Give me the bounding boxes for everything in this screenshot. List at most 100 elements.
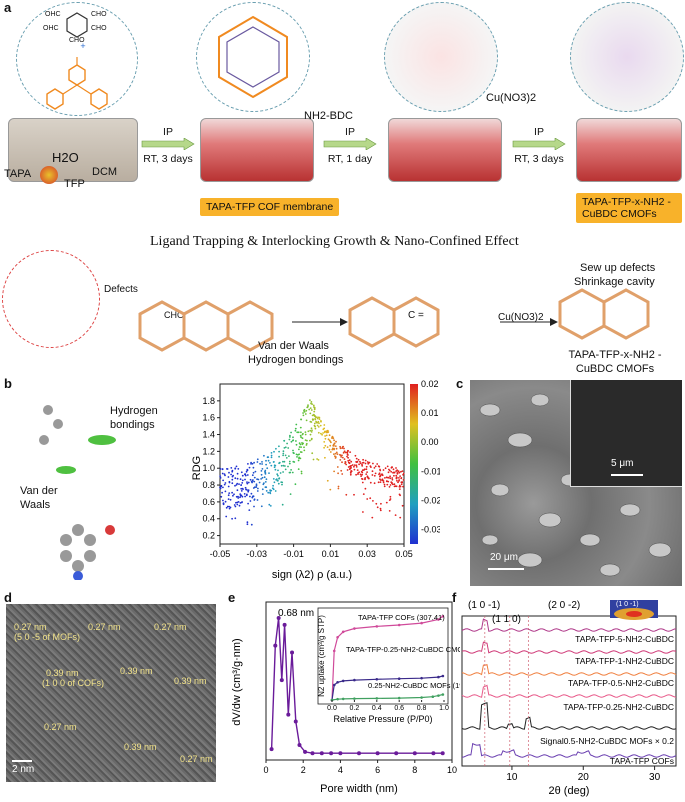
rdg-point xyxy=(239,502,242,504)
rdg-point xyxy=(252,466,255,469)
rdg-point xyxy=(230,467,233,469)
rdg-point xyxy=(325,434,328,437)
sem-image: 5 μm 20 μm xyxy=(470,380,682,586)
xrd-xlabel: 2θ (deg) xyxy=(549,785,590,797)
rdg-point xyxy=(247,463,249,465)
rdg-point xyxy=(393,483,396,486)
rdg-point xyxy=(249,478,252,481)
rdg-point xyxy=(253,480,256,483)
rdg-point xyxy=(300,431,302,434)
rdg-point xyxy=(273,466,276,469)
rdg-point xyxy=(234,467,237,470)
rdg-point xyxy=(386,483,389,486)
rdg-point xyxy=(246,482,249,485)
rdg-point xyxy=(309,439,311,442)
pore-xtick-label: 4 xyxy=(338,765,343,775)
rdg-point xyxy=(234,517,237,520)
rdg-point xyxy=(369,465,372,468)
rdg-ytick-label: 0.8 xyxy=(202,480,215,490)
cho-label: CHO xyxy=(164,310,184,320)
inset-frame xyxy=(317,607,449,705)
rdg-point xyxy=(390,470,393,473)
rdg-point xyxy=(367,477,370,480)
tfp-label: TFP xyxy=(64,178,85,190)
rdg-point xyxy=(305,409,308,412)
rdg-point xyxy=(398,479,401,481)
hrtem-label-7: 0.39 nm xyxy=(120,666,153,676)
reagent-molecules: + xyxy=(46,12,108,110)
rdg-point xyxy=(247,490,250,493)
rdg-point xyxy=(389,484,392,486)
rdg-point xyxy=(361,478,364,480)
rdg-point xyxy=(377,481,380,484)
rdg-point xyxy=(326,431,329,434)
rdg-ytick-label: 1.4 xyxy=(202,430,215,440)
xrd-peak-label-1: (1 0 -1) xyxy=(468,600,500,611)
isotherm-point xyxy=(441,674,445,678)
rdg-point xyxy=(231,491,233,494)
rdg-point xyxy=(400,470,402,473)
rdg-point xyxy=(337,487,340,490)
rdg-point xyxy=(376,506,379,509)
isotherm-point xyxy=(441,614,445,618)
cu-label: Cu(NO3)2 xyxy=(486,92,537,104)
rdg-point xyxy=(283,447,286,449)
mechanism-title: Ligand Trapping & Interlocking Growth & … xyxy=(150,234,519,249)
rdg-point xyxy=(311,418,314,421)
rdg-point xyxy=(239,478,242,481)
isotherm-point xyxy=(353,627,356,630)
rdg-point xyxy=(278,462,280,465)
colorbar-tick-label: -0.01 xyxy=(421,466,440,476)
rdg-point xyxy=(300,436,302,439)
rdg-point xyxy=(222,499,224,502)
rdg-point xyxy=(384,467,387,470)
rdg-point xyxy=(224,490,227,493)
rdg-point xyxy=(290,469,292,471)
sem-scale: 20 μm xyxy=(490,552,518,563)
rdg-ytick-label: 1.0 xyxy=(202,463,215,473)
rdg-point xyxy=(267,491,270,494)
rdg-point xyxy=(299,426,302,429)
rdg-point xyxy=(384,477,386,479)
rdg-point xyxy=(250,523,253,526)
rdg-point xyxy=(256,458,259,461)
rdg-point xyxy=(382,481,385,484)
panel-label-f: f xyxy=(452,590,457,605)
rdg-point xyxy=(235,501,237,504)
isotherm-point xyxy=(336,635,339,639)
isotherm-line-2 xyxy=(331,675,444,701)
pore-size-point xyxy=(269,747,274,752)
pore-size-point xyxy=(276,616,281,620)
rdg-point xyxy=(269,462,271,464)
rdg-point xyxy=(287,447,290,449)
rdg-point xyxy=(326,479,329,482)
rdg-point xyxy=(340,469,343,472)
rdg-ytick-label: 1.6 xyxy=(202,413,215,423)
rdg-point xyxy=(270,454,273,457)
rdg-point xyxy=(260,470,263,472)
rdg-point xyxy=(228,480,231,483)
rdg-point xyxy=(223,483,226,486)
rdg-point xyxy=(305,442,308,445)
rdg-point xyxy=(278,477,281,480)
isotherm-point xyxy=(431,695,435,699)
rdg-point xyxy=(317,426,320,428)
rdg-point xyxy=(270,456,273,459)
colorbar-tick-label: -0.02 xyxy=(421,495,440,505)
rdg-point xyxy=(290,431,292,434)
rdg-point xyxy=(324,456,326,459)
rdg-point xyxy=(305,419,308,422)
rdg-point xyxy=(261,461,263,463)
rdg-point xyxy=(323,427,326,430)
rdg-point xyxy=(307,405,309,408)
rdg-point xyxy=(346,455,348,458)
rdg-point xyxy=(239,493,242,495)
rdg-point xyxy=(252,471,255,474)
rdg-point xyxy=(356,469,359,471)
rdg-point xyxy=(261,476,264,479)
reagent-label-5: CHO xyxy=(69,37,85,44)
rdg-point xyxy=(316,458,318,460)
rdg-point xyxy=(221,468,224,471)
rdg-point xyxy=(398,493,401,496)
isotherm-point xyxy=(375,697,379,700)
